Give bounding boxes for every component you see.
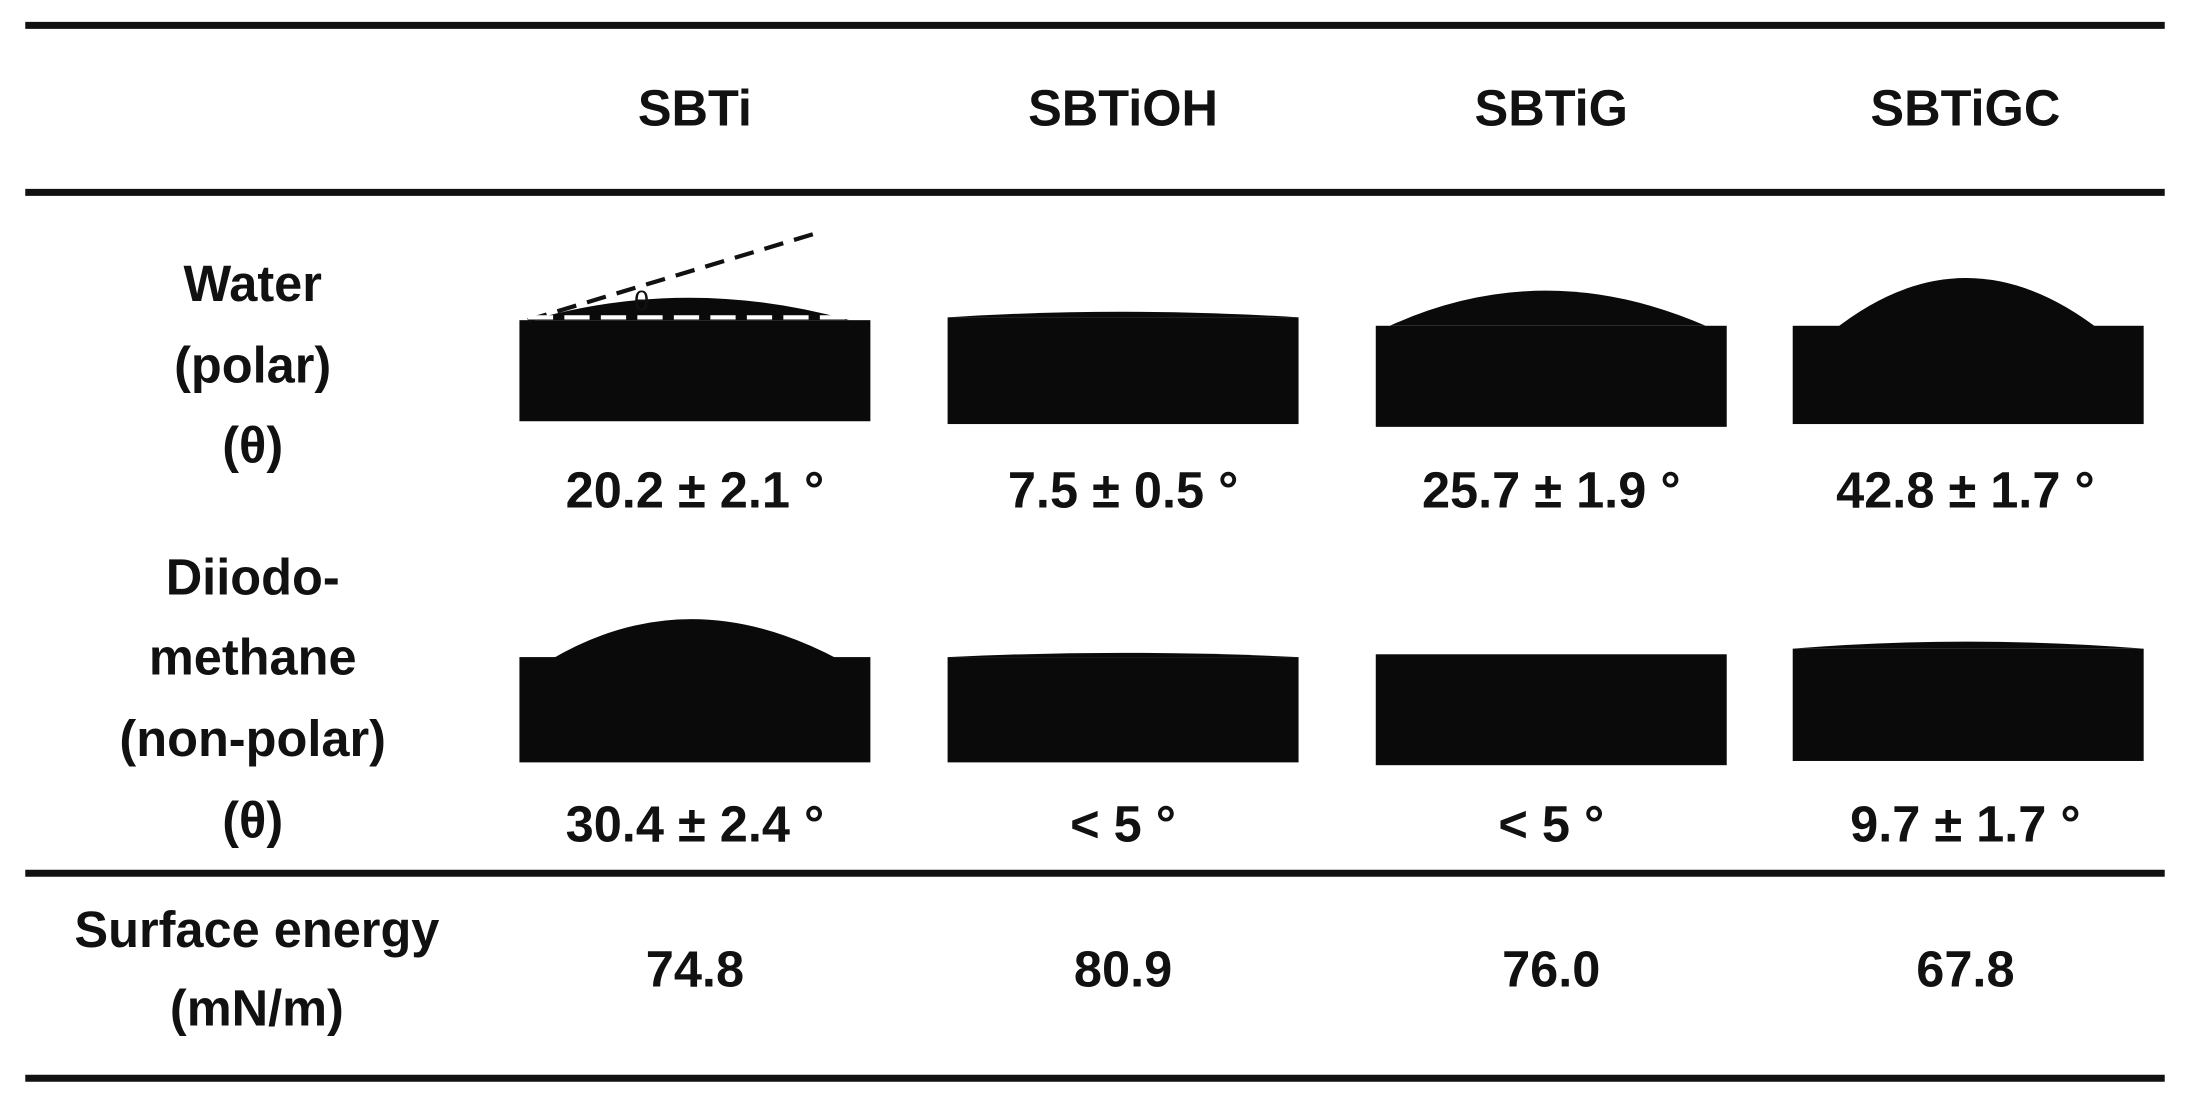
- row-label: (θ): [222, 791, 283, 848]
- cell-value: 7.5 ± 0.5 °: [1008, 462, 1238, 519]
- cell-value: 9.7 ± 1.7 °: [1850, 796, 2080, 853]
- row-label: Surface energy: [74, 901, 439, 958]
- row-label: methane: [149, 629, 357, 686]
- row-label: (mN/m): [170, 980, 344, 1037]
- cell-value: 30.4 ± 2.4 °: [566, 796, 825, 853]
- cell-value: < 5 °: [1070, 796, 1176, 853]
- column-header: SBTiOH: [1028, 80, 1218, 137]
- column-header: SBTiGC: [1870, 80, 2060, 137]
- diiodomethane-droplet-images: [519, 619, 2144, 766]
- cell-value: 74.8: [646, 940, 744, 997]
- cell-value: 67.8: [1916, 940, 2014, 997]
- cell-value: 20.2 ± 2.1 °: [566, 462, 825, 519]
- row-label: (θ): [222, 417, 283, 474]
- angle-symbol: θ: [634, 286, 650, 317]
- water-droplet-images: [519, 229, 2144, 427]
- cell-value: < 5 °: [1498, 796, 1604, 853]
- cell-value: 42.8 ± 1.7 °: [1836, 462, 2095, 519]
- row-label: (non-polar): [119, 710, 386, 767]
- row-label: Water: [183, 255, 321, 312]
- row-label: Diiodo-: [166, 549, 340, 606]
- cell-value: 25.7 ± 1.9 °: [1422, 462, 1681, 519]
- column-header: SBTiG: [1475, 80, 1628, 137]
- cell-value: 80.9: [1074, 940, 1172, 997]
- row-label: (polar): [174, 337, 331, 394]
- cell-value: 76.0: [1502, 940, 1600, 997]
- column-header: SBTi: [638, 80, 752, 137]
